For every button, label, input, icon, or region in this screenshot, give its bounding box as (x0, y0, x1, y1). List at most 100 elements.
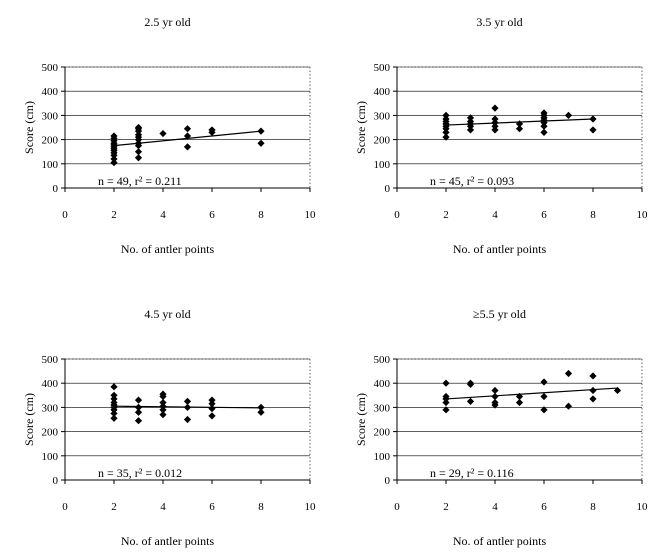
panel-annotation: n = 45, r² = 0.093 (430, 174, 514, 188)
x-tick-label: 8 (590, 501, 596, 513)
x-tick-label: 2 (111, 209, 117, 221)
data-point (134, 154, 143, 162)
data-point (110, 383, 118, 391)
data-point (208, 412, 216, 420)
panel-title: 3.5 yr old (476, 15, 522, 29)
data-point (491, 119, 499, 127)
data-point (442, 133, 450, 141)
x-tick-label: 10 (637, 501, 649, 513)
x-tick-label: 0 (394, 501, 400, 513)
y-axis-label: Score (cm) (22, 101, 36, 154)
data-point (183, 397, 192, 405)
x-tick-label: 4 (160, 501, 166, 513)
data-point (540, 128, 548, 136)
data-point (589, 386, 597, 395)
x-tick-label: 10 (305, 209, 317, 221)
x-tick-label: 10 (637, 209, 649, 221)
data-point (491, 398, 499, 407)
data-point (134, 139, 143, 147)
data-point (442, 128, 450, 136)
data-point (442, 379, 450, 387)
x-axis-label: No. of antler points (453, 534, 547, 548)
data-point (564, 402, 573, 410)
data-point (466, 397, 475, 405)
y-tick-label: 0 (53, 475, 59, 487)
x-tick-label: 4 (492, 209, 498, 221)
y-tick-label: 0 (385, 475, 391, 487)
panel-title: 2.5 yr old (144, 15, 190, 29)
y-tick-label: 200 (374, 135, 391, 147)
y-tick-label: 400 (374, 86, 391, 98)
y-tick-label: 500 (374, 354, 391, 366)
panel-4-5-yr-old: 4.5 yr old n = 35, r² = 0.012 No. of ant… (22, 307, 316, 548)
panel-title: ≥5.5 yr old (473, 307, 526, 321)
data-point (183, 143, 192, 151)
plot-frame (396, 358, 643, 481)
y-axis-label: Score (cm) (354, 101, 368, 154)
data-point (208, 126, 216, 134)
data-point (540, 122, 548, 130)
y-tick-label: 200 (374, 427, 391, 439)
x-axis-label: No. of antler points (453, 242, 547, 256)
x-tick-label: 6 (541, 501, 547, 513)
data-point (515, 398, 524, 407)
data-point (134, 148, 143, 156)
data-point (564, 369, 573, 378)
data-point (110, 395, 118, 403)
data-point (110, 132, 118, 140)
y-axis-label: Score (cm) (22, 393, 36, 446)
data-point (134, 123, 143, 132)
trend-line (445, 387, 618, 400)
data-point (442, 406, 450, 414)
data-point (159, 406, 167, 414)
data-point (134, 417, 143, 425)
x-tick-label: 6 (209, 501, 215, 513)
data-point (442, 111, 450, 119)
x-tick-label: 8 (590, 209, 596, 221)
panel-5-5-plus-yr-old: ≥5.5 yr old n = 29, r² = 0.116 No. of an… (354, 307, 648, 548)
data-point (515, 392, 524, 401)
data-point (110, 158, 118, 167)
x-tick-label: 0 (394, 209, 400, 221)
data-point (589, 372, 597, 380)
data-point (257, 139, 265, 147)
y-tick-label: 400 (42, 378, 59, 390)
data-point (564, 111, 573, 119)
data-point (466, 114, 475, 122)
x-tick-label: 8 (258, 209, 264, 221)
data-point (183, 132, 192, 140)
data-point (466, 379, 475, 387)
data-point (442, 398, 450, 407)
data-point (257, 127, 265, 135)
y-tick-label: 300 (42, 402, 59, 414)
data-point (134, 403, 143, 411)
data-point (110, 398, 118, 407)
y-tick-label: 0 (385, 183, 391, 195)
data-point (442, 115, 450, 123)
panel-title: 4.5 yr old (144, 307, 190, 321)
y-tick-label: 300 (374, 110, 391, 122)
panel-annotation: n = 29, r² = 0.116 (430, 466, 514, 480)
panel-annotation: n = 35, r² = 0.012 (98, 466, 182, 480)
y-tick-label: 300 (42, 110, 59, 122)
data-point (540, 392, 548, 401)
x-tick-label: 6 (541, 209, 547, 221)
y-tick-label: 500 (374, 62, 391, 74)
y-axis-label: Score (cm) (354, 393, 368, 446)
data-point (589, 126, 597, 134)
y-tick-label: 100 (42, 159, 59, 171)
data-point (442, 392, 450, 401)
data-point (589, 395, 597, 403)
panel-3-5-yr-old: 3.5 yr old n = 45, r² = 0.093 No. of ant… (354, 15, 648, 256)
x-tick-label: 0 (62, 209, 68, 221)
data-point (515, 120, 524, 128)
y-tick-label: 100 (42, 451, 59, 463)
x-tick-label: 10 (305, 501, 317, 513)
data-point (491, 392, 499, 401)
y-tick-label: 0 (53, 183, 59, 195)
data-point (134, 408, 143, 416)
x-tick-label: 4 (492, 501, 498, 513)
y-tick-label: 200 (42, 135, 59, 147)
data-point (466, 117, 475, 126)
